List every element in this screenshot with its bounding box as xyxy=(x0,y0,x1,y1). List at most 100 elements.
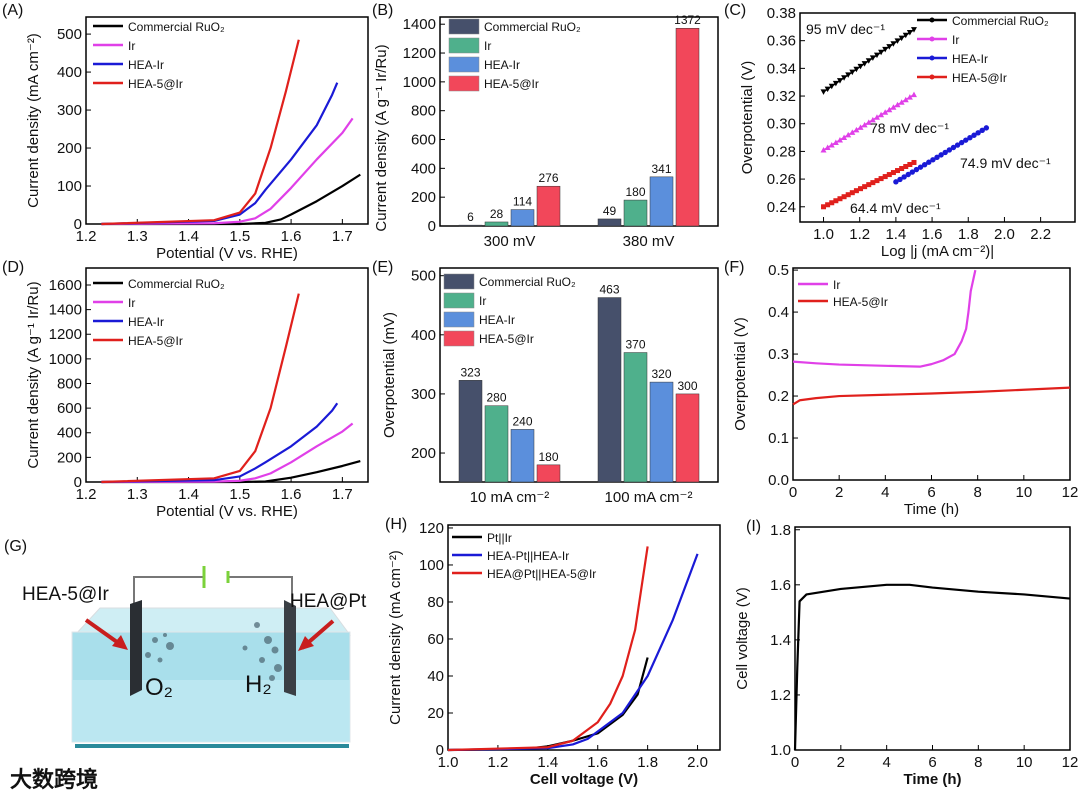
data-point xyxy=(825,202,831,208)
data-point xyxy=(921,161,928,168)
y-tick-label: 1000 xyxy=(49,351,82,368)
tafel-slope-annotation: 95 mV dec⁻¹ xyxy=(806,21,885,37)
series-line xyxy=(101,422,354,484)
legend-item: Pt||Ir xyxy=(452,531,512,545)
data-point xyxy=(849,129,856,135)
legend-item: Ir xyxy=(448,37,491,54)
chart-panel-b: (B) 0 200 400 600 800 1000 1200 1400 Current dens… xyxy=(372,2,719,250)
y-tick-label: 1.0 xyxy=(770,742,791,759)
chart-panel-f: (F) 0.0 0.1 0.2 0.3 0.4 0.5 Overpotential (V) 0 2… xyxy=(724,259,1078,518)
y-tick-label: 1400 xyxy=(49,302,82,319)
data-point xyxy=(841,194,847,200)
x-axis-label: Potential (V vs. RHE) xyxy=(156,503,298,520)
plot-frame xyxy=(439,16,719,227)
data-point xyxy=(983,125,990,131)
y-tick-label: 400 xyxy=(57,64,82,81)
legend-swatch xyxy=(448,37,480,54)
series-hea-ir xyxy=(893,125,990,185)
data-point xyxy=(911,159,917,165)
data-point xyxy=(869,116,876,123)
chart-panel-h: (H) 0 20 40 60 80 100 120 Current density (mA cm… xyxy=(385,516,721,788)
series-ir xyxy=(820,91,917,153)
bar-value-label: 180 xyxy=(625,185,645,199)
bar xyxy=(623,352,648,483)
data-point xyxy=(967,134,973,141)
data-point xyxy=(845,131,852,138)
legend-swatch xyxy=(448,75,480,92)
x-tick-label: 1.6 xyxy=(587,754,608,771)
y-tick-label: 1000 xyxy=(403,74,436,91)
data-point xyxy=(975,130,981,136)
legend-item: HEA@Pt||HEA-5@Ir xyxy=(452,567,596,581)
legend-swatch xyxy=(448,56,480,73)
data-point xyxy=(942,149,948,156)
y-tick-label: 120 xyxy=(419,520,444,537)
data-point xyxy=(865,58,872,64)
data-point xyxy=(946,147,953,153)
series-hea-5-ir xyxy=(101,293,300,484)
x-tick-label: 1.7 xyxy=(332,228,353,245)
bar xyxy=(458,224,483,227)
data-point xyxy=(841,75,848,81)
bar xyxy=(510,209,535,227)
x-tick-label: 8 xyxy=(973,484,981,501)
y-tick-label: 20 xyxy=(427,705,444,722)
panel-label: (I) xyxy=(746,518,761,535)
series-hea-ir xyxy=(101,82,339,226)
tank-base xyxy=(75,744,349,748)
series-ir xyxy=(101,422,354,484)
data-point xyxy=(878,111,885,118)
y-tick-label: 0.4 xyxy=(768,304,789,321)
y-tick-label: 0 xyxy=(436,742,444,759)
legend-label: HEA-Ir xyxy=(952,52,988,66)
x-tick-label: 1.0 xyxy=(438,754,459,771)
x-tick-label: 1.6 xyxy=(281,228,302,245)
x-tick-label: 1.2 xyxy=(849,226,870,243)
data-point xyxy=(910,27,917,33)
legend-label: HEA-Ir xyxy=(479,313,515,327)
chart-panel-a: (A) 0 100 200 300 400 500 Current density (mA c… xyxy=(2,2,369,262)
panel-label: (C) xyxy=(724,2,746,19)
x-category-label: 380 mV xyxy=(623,233,675,250)
legend-label: HEA-Pt||HEA-Ir xyxy=(487,549,569,563)
data-point xyxy=(824,86,831,93)
y-tick-label: 500 xyxy=(411,268,436,285)
y-tick-label: 100 xyxy=(419,557,444,574)
x-category-label: 100 mA cm⁻² xyxy=(605,489,693,506)
legend-item: Commercial RuO₂ xyxy=(93,20,225,34)
y-tick-label: 200 xyxy=(57,449,82,466)
y-tick-label: 200 xyxy=(411,189,436,206)
data-point xyxy=(874,178,880,184)
data-point xyxy=(845,72,852,78)
legend-item: HEA-Ir xyxy=(93,315,164,329)
x-tick-label: 1.5 xyxy=(229,228,250,245)
x-tick-label: 6 xyxy=(927,484,935,501)
wire xyxy=(133,576,203,610)
tank-back xyxy=(73,607,351,636)
panel-label-g: (G) xyxy=(4,538,27,555)
x-tick-label: 1.8 xyxy=(637,754,658,771)
x-tick-label: 12 xyxy=(1062,484,1079,501)
bar xyxy=(649,176,674,227)
data-point xyxy=(878,49,885,56)
bar-value-label: 463 xyxy=(599,283,619,297)
data-point xyxy=(821,204,827,210)
y-tick-label: 0.36 xyxy=(767,33,796,50)
panel-label: (D) xyxy=(2,259,24,276)
x-tick-label: 4 xyxy=(881,484,889,501)
cathode-gas-label: H₂ xyxy=(245,671,272,698)
y-tick-label: 0.24 xyxy=(767,199,796,216)
data-point xyxy=(903,164,909,170)
x-axis-label: Time (h) xyxy=(904,501,959,518)
y-tick-label: 0.32 xyxy=(767,88,796,105)
x-tick-label: 4 xyxy=(882,754,890,771)
legend-item: HEA-5@Ir xyxy=(798,295,888,309)
legend-item: HEA-Ir xyxy=(917,52,988,66)
series-line xyxy=(101,402,339,484)
legend-label: Ir xyxy=(952,33,959,47)
legend-label: HEA@Pt||HEA-5@Ir xyxy=(487,567,596,581)
anode-arrowhead xyxy=(112,635,128,650)
bar-value-label: 1372 xyxy=(674,13,701,27)
x-tick-label: 2 xyxy=(837,754,845,771)
y-tick-label: 300 xyxy=(57,102,82,119)
